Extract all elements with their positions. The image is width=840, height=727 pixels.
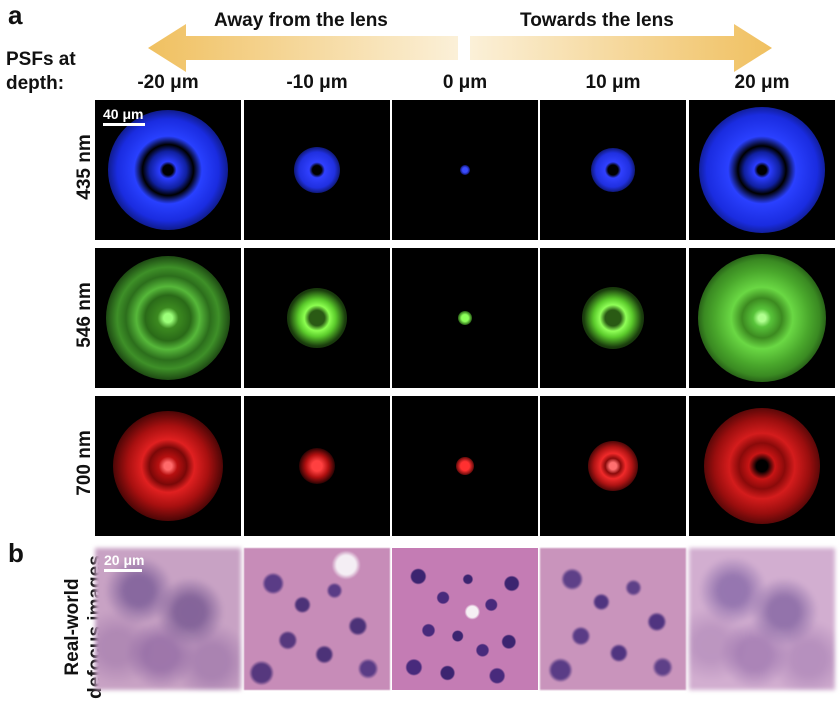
psf-label-line2: depth: (6, 73, 65, 94)
psf-image (689, 396, 835, 536)
scalebar-psf: 40 μm (103, 106, 145, 126)
depth-label: 0 μm (442, 72, 488, 93)
psf-label-line1: PSFs at (6, 49, 76, 70)
wavelength-label: 435 nm (74, 134, 95, 200)
away-arrow (148, 24, 458, 72)
depth-label: 20 μm (734, 72, 790, 93)
wavelength-label: 700 nm (74, 430, 95, 496)
psf-depth-label: PSFs at depth: (6, 48, 76, 96)
psf-image (689, 248, 835, 388)
defocus-image (392, 548, 538, 690)
depth-label: -10 μm (286, 72, 348, 93)
towards-arrow (470, 24, 772, 72)
defocus-image (540, 548, 686, 690)
psf-image (392, 396, 538, 536)
away-from-lens-label: Away from the lens (214, 10, 388, 31)
psf-image (540, 248, 686, 388)
wavelength-label: 546 nm (74, 282, 95, 348)
depth-label: -20 μm (137, 72, 199, 93)
towards-lens-label: Towards the lens (520, 10, 674, 31)
psf-image: 40 μm (95, 100, 241, 240)
defocus-label-line1: Real-world (62, 578, 83, 676)
psf-image (540, 396, 686, 536)
psf-image (540, 100, 686, 240)
psf-image (95, 396, 241, 536)
defocus-image (244, 548, 390, 690)
psf-image (244, 396, 390, 536)
psf-image (392, 248, 538, 388)
psf-image (392, 100, 538, 240)
psf-image (244, 100, 390, 240)
panel-label-b: b (8, 538, 24, 568)
psf-image (244, 248, 390, 388)
scalebar-defocus: 20 μm (104, 552, 144, 572)
defocus-image (689, 548, 835, 690)
psf-image (689, 100, 835, 240)
panel-label-a: a (8, 0, 23, 30)
depth-label: 10 μm (585, 72, 641, 93)
psf-image (95, 248, 241, 388)
